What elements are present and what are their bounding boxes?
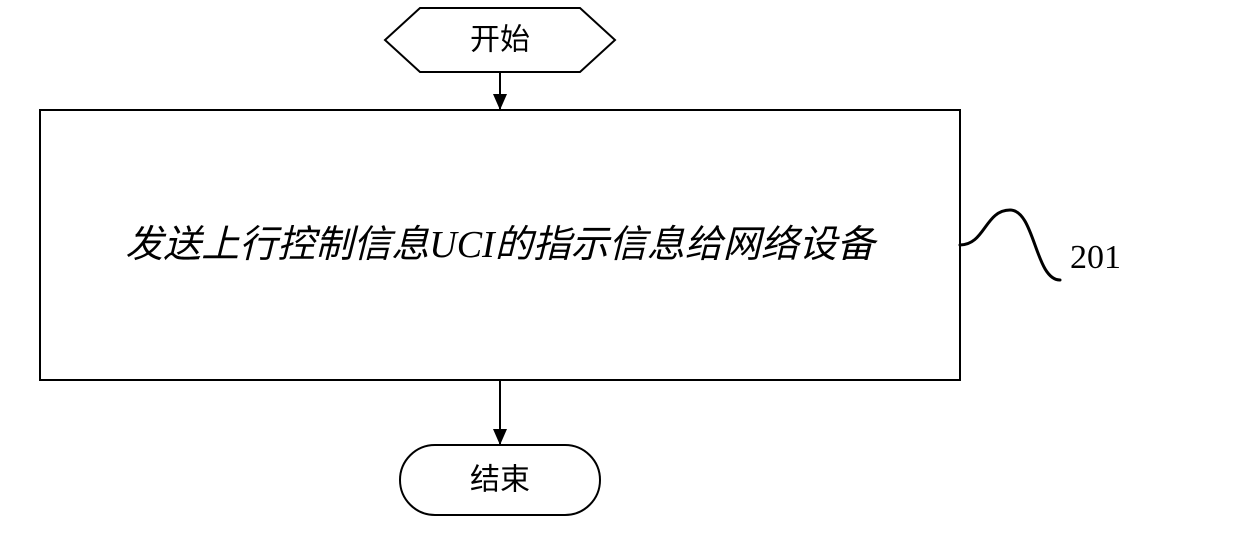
process-node: 发送上行控制信息UCI的指示信息给网络设备 <box>40 110 960 380</box>
end-node: 结束 <box>400 445 600 515</box>
process-label: 发送上行控制信息UCI的指示信息给网络设备 <box>125 224 878 266</box>
end-label: 结束 <box>470 464 530 497</box>
step-annotation: 201 <box>960 210 1121 280</box>
start-node: 开始 <box>385 8 615 72</box>
annotation-connector <box>960 210 1060 280</box>
start-label: 开始 <box>470 24 530 57</box>
annotation-label: 201 <box>1070 239 1121 276</box>
